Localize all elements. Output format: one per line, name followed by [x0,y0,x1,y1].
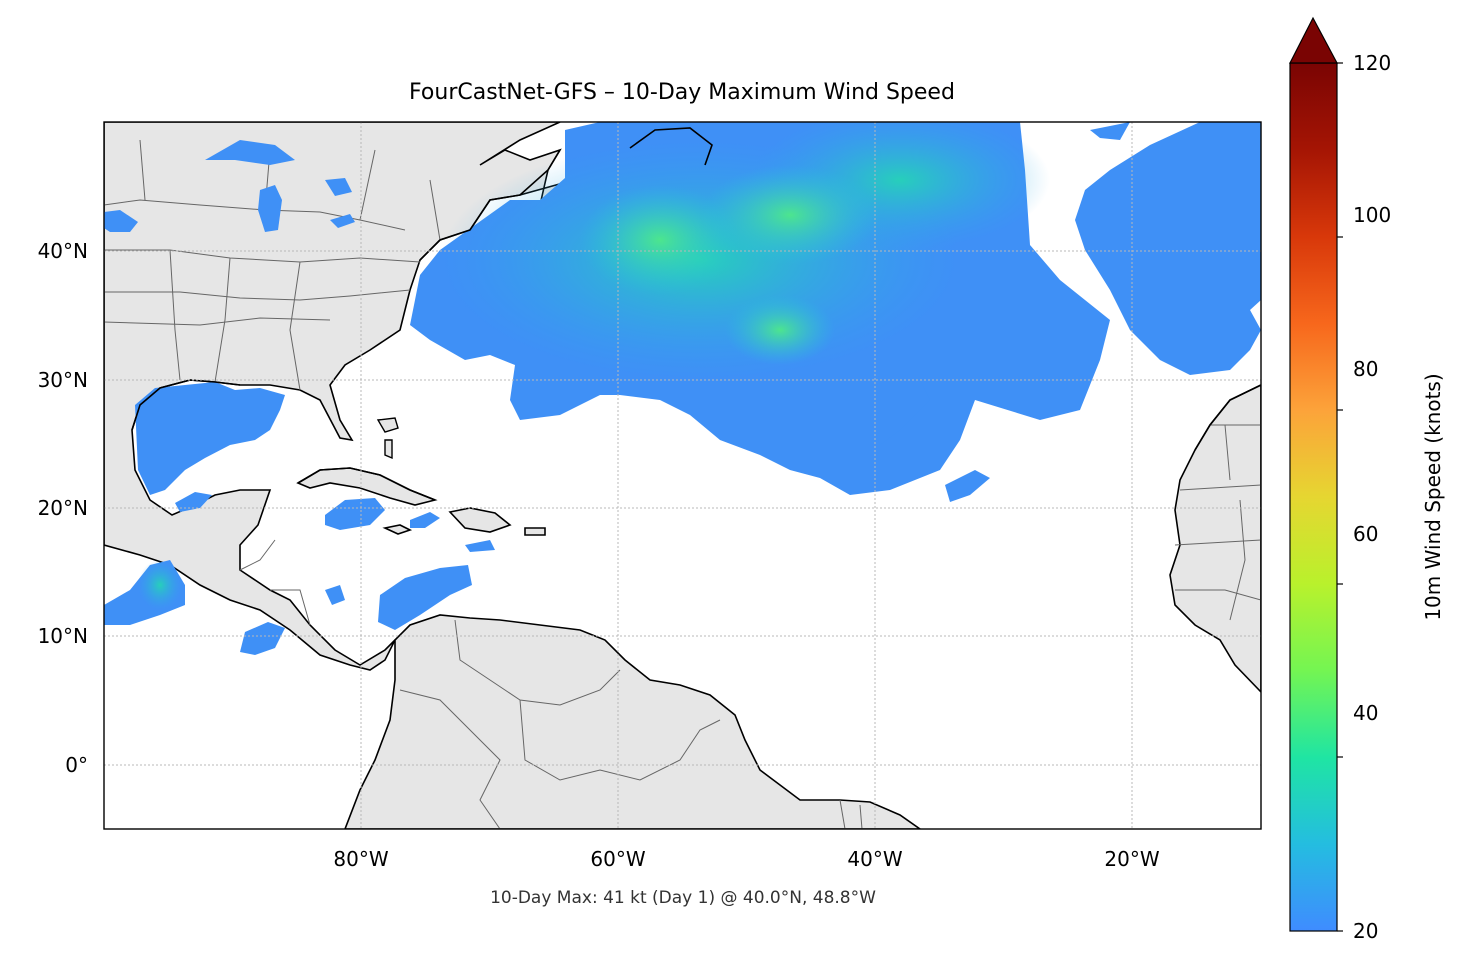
wind-swath-caribbean-3 [465,540,495,552]
wind-core-tertiary [725,295,835,365]
wind-swath-west-edge [104,210,138,232]
wind-swath-great-lakes-1 [205,140,295,165]
wind-swath-ne-patch [1090,122,1130,140]
lat-label-10: 10°N [38,624,88,648]
wind-swath-great-lakes-2 [258,185,282,232]
wind-swath-caribbean-5 [325,585,345,605]
lon-tick-labels: 80°W 60°W 40°W 20°W [333,847,1159,871]
lon-label-20w: 20°W [1104,847,1159,871]
lat-tick-labels: 40°N 30°N 20°N 10°N 0° [38,239,88,777]
lat-label-20: 20°N [38,496,88,520]
wind-swath-caribbean-1 [325,498,385,530]
land-bahamas [376,417,399,460]
wind-field [104,122,1261,655]
lon-label-60w: 60°W [590,847,645,871]
colorbar-ticks [1337,62,1343,932]
land-jamaica [382,524,413,535]
colorbar-label-80: 80 [1353,357,1378,381]
wind-swath-pacific-small [240,622,285,655]
wind-swath-tail-1 [870,370,930,445]
gridlines [104,122,1261,829]
colorbar-title: 10m Wind Speed (knots) [1421,373,1445,620]
lat-label-30: 30°N [38,368,88,392]
coastlines [131,127,1261,501]
wind-swath-east [1075,122,1261,375]
wind-swath-gulf [135,382,285,495]
lat-label-0: 0° [65,753,88,777]
colorbar-label-40: 40 [1353,701,1378,725]
map-panel [104,122,1261,829]
wind-swath-tail-2 [945,470,990,502]
colorbar-label-60: 60 [1353,522,1378,546]
map-title: FourCastNet-GFS – 10-Day Maximum Wind Sp… [409,80,955,105]
max-wind-note: 10-Day Max: 41 kt (Day 1) @ 40.0°N, 48.8… [490,888,876,908]
wind-swath-caribbean-4 [378,565,472,630]
map-frame [103,121,1262,830]
colorbar-label-20: 20 [1353,919,1378,943]
colorbar-tick-labels: 20 40 60 80 100 120 [1353,51,1391,943]
colorbar-gradient [1289,62,1338,932]
lon-label-80w: 80°W [333,847,388,871]
colorbar: 20 40 60 80 100 120 10m Wind Speed (knot… [1289,16,1445,943]
lat-label-40: 40°N [38,239,88,263]
land-puerto-rico [524,527,546,536]
wind-swath-gulf-small [175,492,212,512]
colorbar-label-120: 120 [1353,51,1391,75]
land-south-america [344,614,922,829]
lon-label-40w: 40°W [847,847,902,871]
wind-core-max [700,165,880,265]
wind-swath-great-lakes-3 [325,178,355,228]
wind-core-pacific [138,560,182,610]
colorbar-label-100: 100 [1353,203,1391,227]
colorbar-extend-max-arrow [1289,16,1338,64]
wind-swath-caribbean-2 [410,512,440,528]
wind-core-secondary [580,185,740,295]
country-borders [104,139,1261,829]
